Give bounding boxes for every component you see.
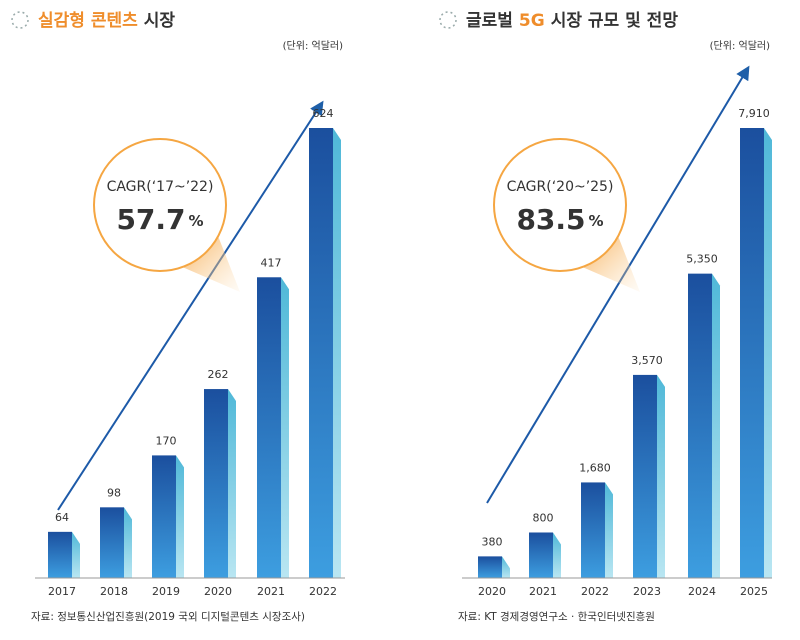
cagr-value-text: 83.5% xyxy=(516,203,603,236)
title-part: 실감형 콘텐츠 xyxy=(38,10,138,31)
bar xyxy=(204,389,228,578)
bar-side xyxy=(176,455,184,578)
chart-title: 실감형 콘텐츠 시장 xyxy=(38,10,175,31)
value-label: 64 xyxy=(55,511,69,524)
unit-label: (단위: 억달러) xyxy=(710,39,770,52)
value-label: 1,680 xyxy=(579,461,611,474)
bar xyxy=(478,556,502,578)
bar-side xyxy=(657,374,665,578)
value-label: 170 xyxy=(156,434,177,447)
value-label: 98 xyxy=(107,486,121,499)
bar-side xyxy=(124,507,132,578)
x-tick-label: 2021 xyxy=(257,585,285,598)
cagr-value: 83.5 xyxy=(516,203,585,236)
x-tick-label: 2018 xyxy=(100,585,128,598)
source-note: 자료: 정보통신산업진흥원(2019 국외 디지털콘텐츠 시장조사) xyxy=(31,610,305,623)
cagr-unit: % xyxy=(189,212,204,230)
bar xyxy=(633,374,657,578)
bar xyxy=(309,128,333,578)
bar-side xyxy=(605,482,613,578)
bar-side xyxy=(333,128,341,578)
x-tick-label: 2020 xyxy=(204,585,232,598)
title-part: 5G xyxy=(519,11,545,31)
value-label: 7,910 xyxy=(738,107,770,120)
chart-title: 글로벌 5G 시장 규모 및 전망 xyxy=(466,11,678,31)
bar xyxy=(257,277,281,578)
trend-arrow xyxy=(57,100,324,511)
bar xyxy=(581,482,605,578)
x-tick-label: 2022 xyxy=(309,585,337,598)
bar xyxy=(48,531,72,578)
title-part: 시장 xyxy=(144,11,176,31)
bar-side xyxy=(502,556,510,578)
cagr-label: CAGR(‘17~’22) xyxy=(107,179,214,195)
x-tick-label: 2017 xyxy=(48,585,76,598)
unit-label: (단위: 억달러) xyxy=(283,39,343,52)
source-note: 자료: KT 경제경영연구소 · 한국인터넷진흥원 xyxy=(458,610,655,623)
cagr-value: 57.7 xyxy=(116,203,185,236)
value-label: 624 xyxy=(313,107,334,120)
bar-side xyxy=(72,531,80,578)
bar xyxy=(688,273,712,578)
x-tick-label: 2025 xyxy=(740,585,768,598)
x-tick-label: 2023 xyxy=(633,585,661,598)
bar-side xyxy=(228,389,236,578)
value-label: 380 xyxy=(482,535,503,548)
bar-side xyxy=(553,532,561,578)
bar xyxy=(529,532,553,578)
cagr-unit: % xyxy=(589,212,604,230)
callout-circle xyxy=(93,138,227,272)
bar xyxy=(100,507,124,578)
value-label: 5,350 xyxy=(686,253,718,266)
bar-side xyxy=(712,273,720,578)
cagr-label: CAGR(‘20~’25) xyxy=(507,179,614,195)
callout-circle xyxy=(493,138,627,272)
value-label: 262 xyxy=(208,368,229,381)
cagr-value-text: 57.7% xyxy=(116,203,203,236)
title-icon xyxy=(439,11,457,29)
value-label: 417 xyxy=(261,256,282,269)
chart-panel: 실감형 콘텐츠 시장 (단위: 억달러) 64 2017 98 2018 170 2019 262… xyxy=(11,10,345,623)
x-tick-label: 2020 xyxy=(478,585,506,598)
x-tick-label: 2019 xyxy=(152,585,180,598)
title-icon xyxy=(11,11,29,29)
bar-side xyxy=(281,277,289,578)
title-part: 시장 규모 및 전망 xyxy=(551,11,679,31)
bar-side xyxy=(764,128,772,578)
bar xyxy=(152,455,176,578)
trend-arrow xyxy=(486,65,750,504)
callout-tail xyxy=(580,236,640,292)
x-tick-label: 2021 xyxy=(529,585,557,598)
value-label: 800 xyxy=(533,511,554,524)
chart-panel: 글로벌 5G 시장 규모 및 전망 (단위: 억달러) 380 2020 800 2021 1,… xyxy=(439,11,772,623)
title-part: 글로벌 xyxy=(466,11,513,31)
bar xyxy=(740,128,764,578)
callout-tail xyxy=(180,236,240,292)
x-tick-label: 2024 xyxy=(688,585,716,598)
value-label: 3,570 xyxy=(631,354,663,367)
x-tick-label: 2022 xyxy=(581,585,609,598)
